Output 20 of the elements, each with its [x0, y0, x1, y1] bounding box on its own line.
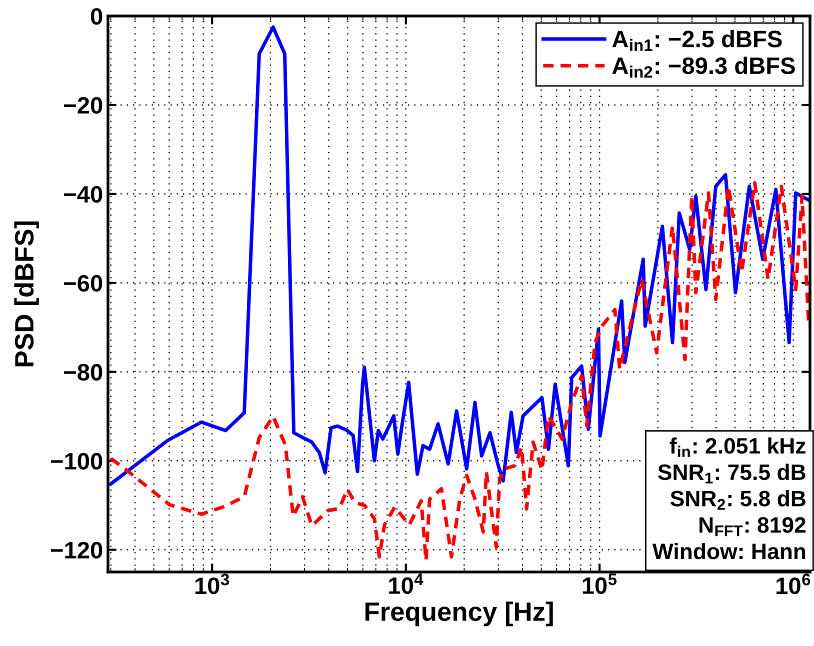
y-tick-label: −20	[64, 97, 102, 114]
y-axis-title: PSD [dBFS]	[14, 221, 39, 366]
x-tick-label: 10$^{3}$	[195, 574, 230, 594]
y-tick-label: −60	[64, 274, 102, 292]
annotation: f$_{in}$: 2.051 kHz	[670, 437, 806, 458]
y-tick-label: −100	[50, 452, 102, 470]
x-axis-title: Frequency [Hz]	[365, 602, 553, 626]
y-tick-label: −120	[50, 542, 102, 559]
annotation: N$_{FFT}$: 8192	[700, 517, 806, 536]
legend-label: A$_{in2}$: −89.3 dBFS	[612, 56, 795, 78]
x-tick-label: 10$^{6}$	[776, 574, 810, 594]
annotation: SNR$_{1}$: 75.5 dB	[658, 464, 806, 484]
annotation: SNR$_{2}$: 5.8 dB	[670, 490, 806, 510]
y-tick-label: −80	[64, 364, 102, 381]
x-tick-label: 10$^{4}$	[389, 574, 424, 594]
annotation: Window: Hann	[652, 542, 806, 560]
x-tick-label: 10$^{5}$	[582, 574, 617, 594]
y-tick-label: 0	[90, 8, 102, 25]
y-tick-label: −40	[64, 186, 102, 203]
legend-label: A$_{in1}$: −2.5 dBFS	[612, 30, 782, 51]
